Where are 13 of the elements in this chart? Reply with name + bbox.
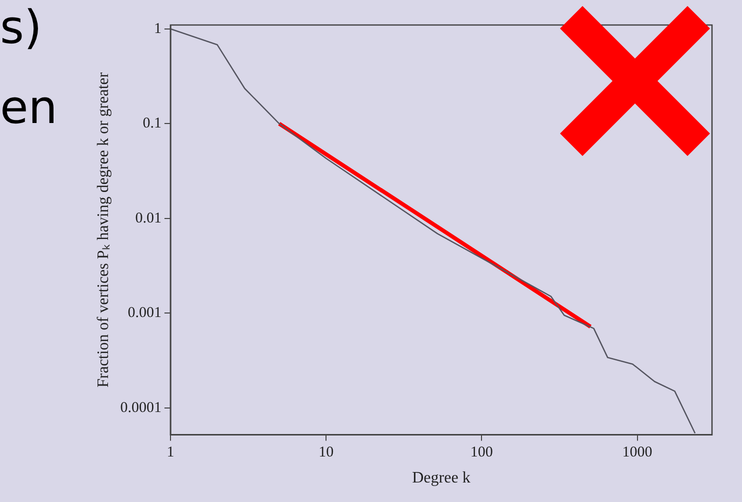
x-tick-label: 10: [318, 444, 334, 461]
x-tick-label: 1: [166, 444, 174, 461]
y-tick-label: 0.01: [135, 210, 162, 226]
y-axis-title: Fraction of vertices Pₖ having degree k or greater: [94, 72, 112, 388]
x-tick-label: 1000: [622, 444, 652, 461]
x-axis-title: Degree k: [412, 470, 470, 487]
x-tick-label: 100: [470, 444, 493, 461]
y-tick-label: 0.0001: [120, 400, 162, 416]
y-tick-label: 0.001: [128, 305, 162, 322]
text: en: [0, 80, 58, 136]
text: s): [0, 0, 43, 56]
y-tick-label: 1: [154, 20, 162, 37]
y-tick-label: 0.1: [142, 116, 162, 132]
